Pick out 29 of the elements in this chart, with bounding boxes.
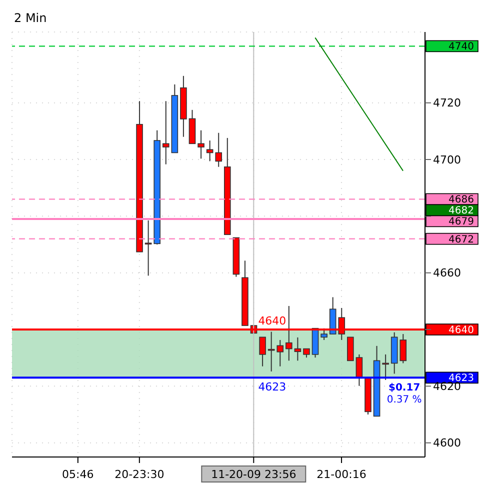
annotation: 4640	[258, 314, 286, 328]
y-tick-label: 4700	[433, 153, 461, 166]
candlestick	[198, 130, 204, 160]
ref-line-label: 4686	[448, 194, 474, 206]
annotation: 0.37 %	[386, 394, 422, 406]
ref-line-label: 4679	[448, 216, 474, 228]
x-tick-label: 11-20-09 23:56	[211, 468, 296, 481]
candlestick	[347, 336, 354, 362]
ref-line-label: 4640	[448, 325, 474, 336]
candlestick	[382, 354, 389, 380]
x-tick-label: 05:46	[62, 468, 94, 481]
candlestick	[162, 100, 170, 165]
annotation: $0.17	[388, 382, 420, 394]
candlestick	[294, 336, 302, 362]
annotation: 4623	[258, 380, 286, 394]
ref-line-label: 4672	[448, 234, 474, 246]
chart-title: 2 Min	[14, 11, 47, 25]
y-tick-label: 4720	[433, 96, 461, 110]
x-tick-label: 21-00:16	[316, 468, 366, 481]
candlestick	[215, 132, 222, 168]
y-tick-label: 4660	[433, 266, 461, 280]
y-tick-label: 4600	[433, 436, 461, 450]
candlestick	[259, 336, 266, 367]
candlestick	[144, 220, 152, 276]
candlestick	[276, 339, 284, 367]
text: 4682	[448, 206, 474, 217]
ref-line-label: 4740	[448, 42, 474, 53]
candlestick	[206, 140, 214, 162]
x-tick-label: 20-23:30	[114, 468, 164, 481]
